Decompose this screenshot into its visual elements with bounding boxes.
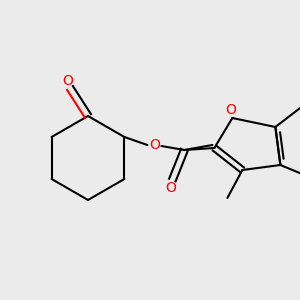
Text: O: O [149,138,160,152]
Text: O: O [225,103,236,117]
Text: O: O [165,181,176,195]
Text: O: O [63,74,74,88]
